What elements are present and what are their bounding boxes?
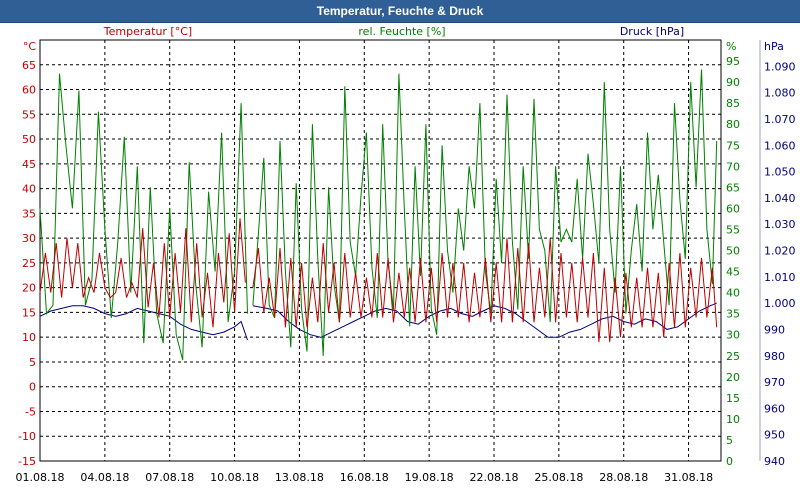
- axes: 01.08.18 04.08.18 07.08.18 10.08.18 13.08.18…: [16, 40, 796, 484]
- humidity-tick-label: 40: [726, 287, 740, 300]
- pressure-tick-label: 1.020: [764, 245, 796, 258]
- left-tick-label: 30: [22, 232, 36, 245]
- humidity-axis-unit: %: [726, 40, 736, 53]
- left-tick-label: -5: [25, 405, 36, 418]
- pressure-axis-title: Druck [hPa]: [620, 25, 684, 38]
- left-tick-label: -15: [18, 455, 36, 468]
- humidity-tick-label: 95: [726, 55, 740, 68]
- humidity-tick-label: 25: [726, 350, 740, 363]
- series-line-middle: [39, 73, 248, 361]
- plot-frame: [39, 39, 722, 462]
- humidity-tick-label: 70: [726, 160, 740, 173]
- left-tick-label: 5: [29, 356, 36, 369]
- left-tick-label: 0: [29, 381, 36, 394]
- pressure-tick-label: 1.070: [764, 113, 796, 126]
- pressure-tick-label: 1.030: [764, 218, 796, 231]
- series-line-right: [39, 305, 248, 341]
- humidity-tick-label: 85: [726, 97, 740, 110]
- plot-area: [40, 40, 721, 461]
- left-tick-label: 50: [22, 133, 36, 146]
- pressure-tick-label: 960: [764, 402, 785, 415]
- humidity-tick-label: 30: [726, 329, 740, 342]
- pressure-tick-label: 970: [764, 376, 785, 389]
- x-tick-label: 28.08.18: [599, 471, 648, 484]
- series-group: [39, 69, 718, 361]
- x-tick-label: 04.08.18: [80, 471, 129, 484]
- left-tick-label: 20: [22, 282, 36, 295]
- x-tick-label: 07.08.18: [145, 471, 194, 484]
- grid: [40, 40, 721, 461]
- humidity-tick-label: 80: [726, 118, 740, 131]
- x-tick-label: 22.08.18: [470, 471, 519, 484]
- humidity-axis-title: rel. Feuchte [%]: [358, 25, 445, 38]
- series-line-right: [252, 302, 717, 338]
- left-tick-label: -10: [18, 430, 36, 443]
- left-tick-label: 25: [22, 257, 36, 270]
- pressure-tick-label: 940: [764, 455, 785, 468]
- left-tick-label: 55: [22, 108, 36, 121]
- pressure-tick-label: 1.000: [764, 297, 796, 310]
- pressure-tick-label: 1.040: [764, 192, 796, 205]
- pressure-tick-label: 1.080: [764, 87, 796, 100]
- left-axis-unit: °C: [23, 40, 37, 53]
- humidity-tick-label: 35: [726, 308, 740, 321]
- humidity-tick-label: 50: [726, 245, 740, 258]
- humidity-tick-label: 60: [726, 202, 740, 215]
- x-tick-label: 19.08.18: [405, 471, 454, 484]
- pressure-axis-unit: hPa: [764, 40, 784, 53]
- left-tick-label: 15: [22, 306, 36, 319]
- humidity-tick-label: 20: [726, 371, 740, 384]
- x-tick-label: 01.08.18: [16, 471, 65, 484]
- temperature-axis-title: Temperatur [°C]: [103, 25, 192, 38]
- left-tick-label: 65: [22, 59, 36, 72]
- humidity-tick-label: 75: [726, 139, 740, 152]
- pressure-tick-label: 980: [764, 350, 785, 363]
- series-line-middle: [252, 69, 718, 356]
- pressure-tick-label: 1.010: [764, 271, 796, 284]
- left-tick-label: 45: [22, 158, 36, 171]
- pressure-tick-label: 990: [764, 323, 785, 336]
- x-tick-label: 16.08.18: [340, 471, 389, 484]
- left-tick-label: 10: [22, 331, 36, 344]
- humidity-tick-label: 90: [726, 76, 740, 89]
- x-tick-label: 13.08.18: [275, 471, 324, 484]
- pressure-tick-label: 1.050: [764, 166, 796, 179]
- series-line-left: [39, 218, 246, 328]
- humidity-tick-label: 10: [726, 413, 740, 426]
- left-tick-label: 40: [22, 183, 36, 196]
- x-tick-label: 10.08.18: [210, 471, 259, 484]
- x-tick-label: 25.08.18: [534, 471, 583, 484]
- humidity-tick-label: 5: [726, 434, 733, 447]
- humidity-tick-label: 45: [726, 266, 740, 279]
- axis-titles: Temperatur [°C] rel. Feuchte [%] Druck [hP…: [103, 25, 684, 38]
- window-title: Temperatur, Feuchte & Druck: [0, 0, 800, 23]
- humidity-tick-label: 65: [726, 181, 740, 194]
- x-tick-label: 31.08.18: [664, 471, 713, 484]
- humidity-tick-label: 0: [726, 455, 733, 468]
- window-title-text: Temperatur, Feuchte & Druck: [316, 4, 484, 18]
- pressure-tick-label: 1.090: [764, 60, 796, 73]
- humidity-tick-label: 55: [726, 223, 740, 236]
- series-line-left: [252, 238, 718, 343]
- left-tick-label: 60: [22, 84, 36, 97]
- left-tick-label: 35: [22, 207, 36, 220]
- humidity-tick-label: 15: [726, 392, 740, 405]
- pressure-tick-label: 950: [764, 429, 785, 442]
- pressure-tick-label: 1.060: [764, 139, 796, 152]
